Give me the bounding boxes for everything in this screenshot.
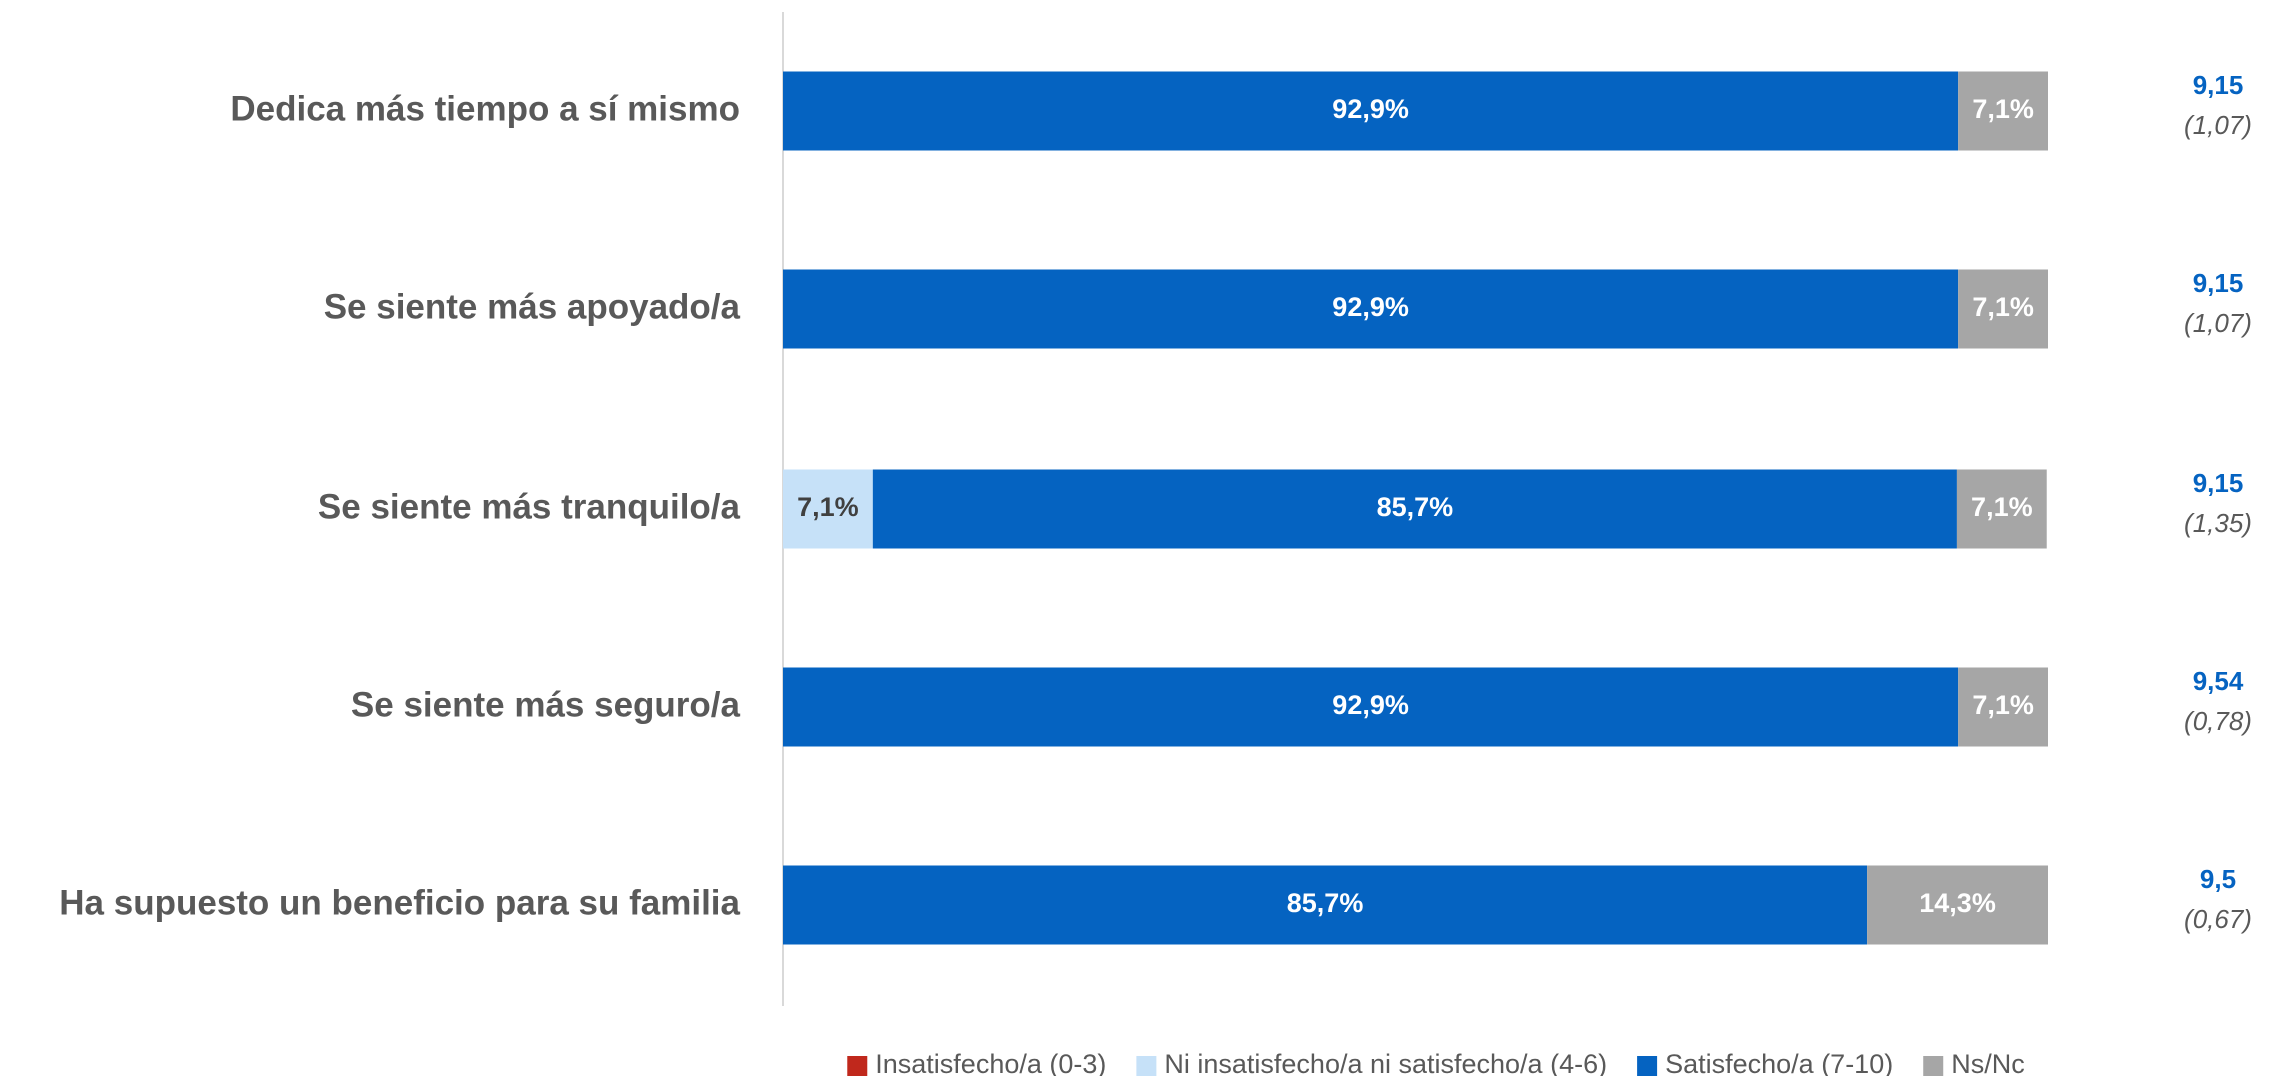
sd-annotation: (0,67) [2184,904,2252,934]
bar-segment [872,469,1957,549]
value-label: 7,1% [1972,690,2034,720]
category-label: Se siente más seguro/a [351,685,741,724]
legend-swatch [1637,1056,1658,1076]
bar-segment [783,667,1959,747]
bar-segment [783,269,1959,349]
bar-segment [1958,71,2048,151]
legend-swatch [847,1056,868,1076]
bar-segment [1956,469,2047,549]
mean-annotation: 9,5 [2200,864,2236,894]
value-label: 7,1% [1971,492,2033,522]
value-label: 85,7% [1287,888,1364,918]
category-label: Dedica más tiempo a sí mismo [230,89,740,128]
value-label: 92,9% [1332,94,1409,124]
legend-label: Satisfecho/a (7-10) [1665,1049,1893,1076]
sd-annotation: (1,35) [2184,508,2252,538]
legend-swatch [1136,1056,1157,1076]
bar-segment [1958,269,2048,349]
legend-swatch [1923,1056,1944,1076]
bar-segment [783,71,1959,151]
value-label: 7,1% [1972,292,2034,322]
bar-segment [783,865,1868,945]
mean-annotation: 9,54 [2193,666,2244,696]
legend-label: Insatisfecho/a (0-3) [875,1049,1106,1076]
category-label: Se siente más apoyado/a [324,287,741,326]
bar-segment [1958,667,2048,747]
bar-segment [783,469,873,549]
value-label: 92,9% [1332,292,1409,322]
value-label: 7,1% [1972,94,2034,124]
sd-annotation: (1,07) [2184,308,2252,338]
category-label: Se siente más tranquilo/a [318,487,741,526]
value-label: 92,9% [1332,690,1409,720]
mean-annotation: 9,15 [2193,468,2244,498]
legend-label: Ns/Nc [1951,1049,2025,1076]
value-label: 7,1% [797,492,859,522]
mean-annotation: 9,15 [2193,70,2244,100]
mean-annotation: 9,15 [2193,268,2244,298]
sd-annotation: (0,78) [2184,706,2252,736]
value-label: 85,7% [1377,492,1454,522]
bar-segment [1867,865,2048,945]
sd-annotation: (1,07) [2184,110,2252,140]
category-label: Ha supuesto un beneficio para su familia [59,883,740,922]
value-label: 14,3% [1919,888,1996,918]
legend-label: Ni insatisfecho/a ni satisfecho/a (4-6) [1164,1049,1607,1076]
